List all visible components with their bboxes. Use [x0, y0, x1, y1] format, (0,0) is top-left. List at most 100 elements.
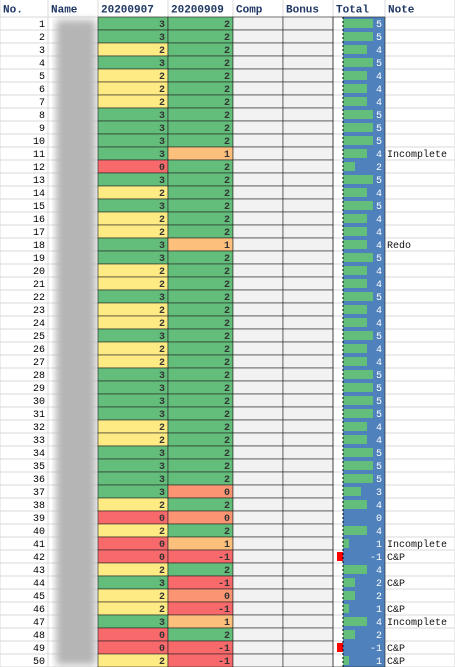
total-bar	[343, 266, 367, 275]
total-bar	[343, 409, 373, 418]
row-number: 41	[33, 540, 45, 551]
blurred-names	[56, 20, 96, 665]
score-value: -1	[218, 605, 230, 616]
row-number: 35	[33, 462, 45, 473]
score-value: 2	[159, 46, 165, 57]
score-cell	[97, 29, 169, 44]
score-value: 2	[224, 98, 230, 109]
empty-cell	[232, 614, 284, 629]
total-value: 5	[376, 176, 382, 187]
score-value: 2	[159, 98, 165, 109]
row-number: 34	[33, 449, 45, 460]
score-value: 3	[159, 202, 165, 213]
score-value: 2	[159, 566, 165, 577]
total-value: 2	[376, 579, 382, 590]
total-value: -1	[370, 644, 382, 655]
row-number: 9	[39, 124, 45, 135]
total-bar	[343, 383, 373, 392]
score-cell	[97, 107, 169, 122]
column-header: Total	[336, 4, 369, 16]
empty-cell	[282, 211, 334, 226]
total-bar	[343, 201, 373, 210]
score-value: 0	[159, 540, 165, 551]
score-cell	[97, 237, 169, 252]
score-cell	[97, 16, 169, 31]
empty-cell	[232, 120, 284, 135]
note: C&P	[387, 644, 405, 655]
empty-cell	[232, 627, 284, 642]
empty-cell	[232, 55, 284, 70]
row-number: 15	[33, 202, 45, 213]
score-cell	[97, 562, 169, 577]
empty-cell	[282, 471, 334, 486]
total-bar	[343, 461, 373, 470]
score-cell	[97, 302, 169, 317]
empty-cell	[232, 562, 284, 577]
score-value: 3	[159, 332, 165, 343]
empty-cell	[232, 133, 284, 148]
empty-cell	[282, 172, 334, 187]
empty-cell	[232, 419, 284, 434]
score-value: 3	[159, 20, 165, 31]
score-value: 3	[159, 397, 165, 408]
empty-cell	[232, 289, 284, 304]
score-cell	[97, 68, 169, 83]
score-value: 2	[224, 358, 230, 369]
empty-cell	[232, 601, 284, 616]
empty-cell	[232, 393, 284, 408]
score-value: 2	[159, 605, 165, 616]
score-cell	[97, 315, 169, 330]
row-number: 24	[33, 319, 45, 330]
row-number: 29	[33, 384, 45, 395]
empty-cell	[232, 185, 284, 200]
empty-cell	[232, 432, 284, 447]
row-number: 13	[33, 176, 45, 187]
row-number: 5	[39, 72, 45, 83]
score-cell	[97, 133, 169, 148]
score-value: 2	[224, 319, 230, 330]
total-bar	[343, 474, 373, 483]
note: C&P	[387, 657, 405, 667]
score-cell	[97, 94, 169, 109]
score-value: 2	[224, 280, 230, 291]
note: C&P	[387, 605, 405, 616]
score-cell	[97, 575, 169, 590]
score-cell	[97, 341, 169, 356]
total-value: 4	[376, 215, 382, 226]
total-value: 5	[376, 59, 382, 70]
total-value: 5	[376, 293, 382, 304]
row-number: 16	[33, 215, 45, 226]
empty-cell	[232, 458, 284, 473]
row-number: 21	[33, 280, 45, 291]
score-cell	[97, 42, 169, 57]
empty-cell	[232, 653, 284, 667]
score-cell	[97, 458, 169, 473]
row-number: 7	[39, 98, 45, 109]
total-value: 4	[376, 566, 382, 577]
score-cell	[97, 120, 169, 135]
score-cell	[97, 81, 169, 96]
row-number: 50	[33, 657, 45, 667]
score-value: 0	[159, 631, 165, 642]
row-number: 47	[33, 618, 45, 629]
empty-cell	[232, 575, 284, 590]
total-bar	[343, 565, 367, 574]
empty-cell	[282, 55, 334, 70]
total-bar	[343, 84, 367, 93]
total-value: 5	[376, 397, 382, 408]
total-value: 0	[376, 514, 382, 525]
row-number: 45	[33, 592, 45, 603]
score-cell	[97, 445, 169, 460]
score-cell	[97, 263, 169, 278]
empty-cell	[232, 94, 284, 109]
total-bar	[343, 656, 349, 665]
score-value: 2	[224, 475, 230, 486]
score-cell	[97, 601, 169, 616]
total-bar	[337, 552, 343, 561]
score-value: 3	[159, 384, 165, 395]
empty-cell	[282, 146, 334, 161]
score-cell	[97, 354, 169, 369]
score-value: -1	[218, 579, 230, 590]
total-bar	[343, 331, 373, 340]
total-bar	[343, 227, 367, 236]
